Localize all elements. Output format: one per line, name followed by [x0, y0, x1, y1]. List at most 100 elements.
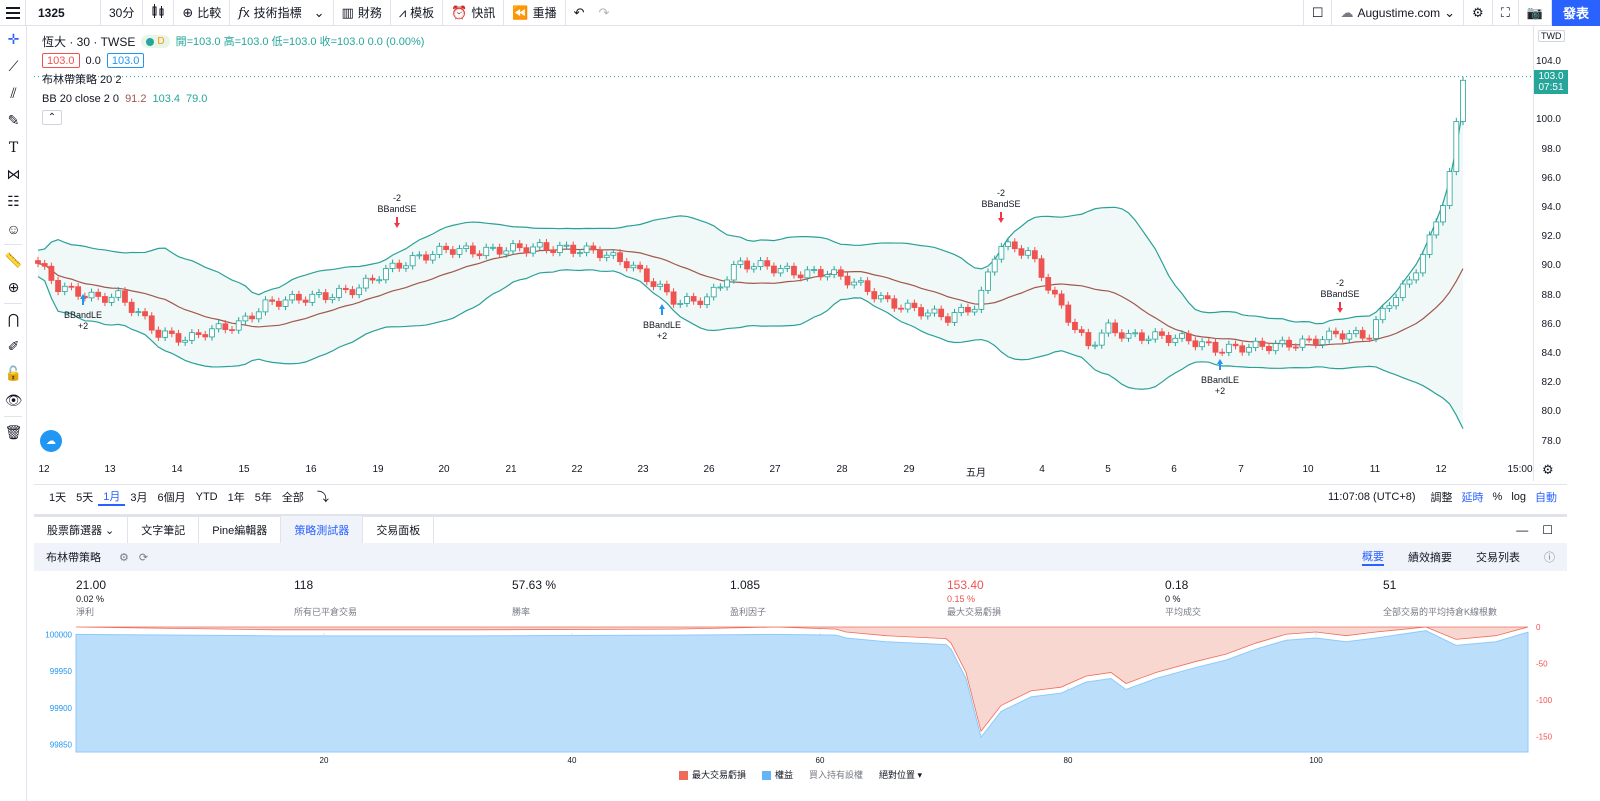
candle[interactable] [275, 300, 282, 307]
candle[interactable] [1125, 333, 1132, 339]
candle[interactable] [643, 268, 650, 283]
candle[interactable] [684, 296, 690, 304]
candle[interactable] [1332, 330, 1339, 335]
interval-button[interactable]: 30分 [101, 0, 144, 26]
candle[interactable] [396, 262, 403, 269]
axis-settings-icon[interactable]: ⚙ [1542, 462, 1554, 477]
candle[interactable] [1252, 340, 1259, 348]
candle[interactable] [68, 285, 75, 288]
candle[interactable] [1353, 330, 1359, 335]
candle[interactable] [369, 277, 376, 281]
text-icon[interactable]: T [8, 139, 19, 156]
candle[interactable] [1118, 332, 1125, 339]
candle[interactable] [1292, 346, 1299, 349]
candle[interactable] [570, 244, 577, 254]
candle[interactable] [824, 274, 831, 278]
trash-icon[interactable]: 🗑 [4, 424, 23, 440]
legend-drawdown[interactable]: 最大交易虧損 [678, 768, 746, 781]
candle[interactable] [1205, 341, 1212, 344]
candle[interactable] [530, 246, 536, 254]
lock-drawing-icon[interactable]: ✐ [7, 338, 20, 354]
layout-button[interactable]: ☐ [1302, 0, 1333, 26]
candle[interactable] [262, 299, 269, 313]
candle[interactable] [577, 252, 583, 255]
legend-equity[interactable]: 權益 [761, 768, 793, 781]
candle[interactable] [423, 254, 429, 261]
candle[interactable] [991, 258, 998, 273]
candle[interactable] [115, 290, 122, 298]
candle[interactable] [1232, 343, 1239, 347]
candle[interactable] [1426, 234, 1433, 255]
candle[interactable] [1272, 343, 1279, 352]
magnet-icon[interactable]: ⋂ [7, 311, 20, 327]
candle[interactable] [1065, 304, 1072, 323]
candle[interactable] [831, 269, 838, 275]
strategy-subtab[interactable]: 績效摘要 [1408, 552, 1452, 564]
logo-icon[interactable]: ☁ [40, 430, 62, 452]
candle[interactable] [1045, 277, 1052, 291]
candle[interactable] [416, 254, 423, 257]
candle[interactable] [1058, 293, 1065, 306]
panel-tab[interactable]: Pine編輯器 [199, 515, 282, 544]
candle[interactable] [128, 301, 135, 313]
strategy-settings-icon[interactable]: ⚙ [119, 551, 129, 564]
candle[interactable] [630, 264, 637, 269]
candle[interactable] [931, 308, 938, 314]
equity-svg[interactable]: 100000 99950 99900 99850 0 -50 -100 -150 20 40 60 8… [34, 623, 1567, 766]
legend-buyhold[interactable]: 買入持有設權 [808, 769, 863, 780]
candle[interactable] [496, 246, 503, 255]
candle[interactable] [704, 296, 710, 306]
candle[interactable] [289, 293, 296, 301]
candle[interactable] [697, 300, 704, 306]
candle[interactable] [1366, 337, 1373, 340]
candle[interactable] [791, 265, 797, 276]
candle[interactable] [429, 254, 436, 261]
candle[interactable] [804, 269, 811, 279]
candle[interactable] [322, 292, 329, 301]
candle[interactable] [516, 243, 523, 249]
candle[interactable] [944, 316, 951, 323]
equity-area[interactable] [75, 630, 1529, 753]
candle[interactable] [971, 308, 978, 313]
candle[interactable] [1326, 330, 1333, 341]
candle[interactable] [1413, 272, 1420, 281]
candle[interactable] [108, 296, 115, 303]
strategy-signal[interactable]: BBandLE+2 [64, 294, 102, 331]
auto-scale-toggle[interactable]: 自動 [1535, 491, 1557, 504]
price-chart[interactable]: BBandLE +2 -2 BBandSE BBandLE +2 -2 BBandSE BBan… [34, 26, 1533, 481]
candle[interactable] [1399, 283, 1406, 298]
candle[interactable] [195, 332, 202, 335]
candle[interactable] [1266, 346, 1272, 352]
chart-type-button[interactable] [143, 0, 175, 26]
candle[interactable] [1105, 322, 1112, 334]
candle[interactable] [1406, 279, 1413, 285]
candle[interactable] [750, 266, 757, 270]
candle[interactable] [1393, 297, 1399, 307]
candle[interactable] [1025, 250, 1032, 256]
candle[interactable] [1446, 171, 1453, 206]
ask-price-box[interactable]: 103.0 [106, 53, 145, 68]
range-button[interactable]: 6個月 [157, 491, 186, 504]
candle[interactable] [777, 268, 784, 274]
candle[interactable] [209, 328, 215, 338]
prediction-icon[interactable]: ☷ [7, 193, 20, 209]
candle[interactable] [75, 286, 82, 297]
candle[interactable] [362, 277, 369, 289]
candle[interactable] [1085, 332, 1092, 347]
candle[interactable] [1159, 331, 1165, 336]
currency-label[interactable]: TWD [1538, 30, 1565, 42]
panel-tab[interactable]: 股票篩選器 ⌄ [34, 515, 129, 544]
range-button[interactable]: YTD [195, 490, 218, 503]
candle[interactable] [1138, 332, 1145, 341]
candle[interactable] [1185, 333, 1192, 342]
candle[interactable] [409, 255, 416, 267]
candle[interactable] [356, 287, 363, 296]
alerts-button[interactable]: ⏰ 快訊 [443, 0, 505, 26]
bb-legend-label[interactable]: BB 20 close 2 0 [42, 92, 120, 105]
candle[interactable] [650, 281, 657, 287]
candle[interactable] [1299, 338, 1306, 348]
candle[interactable] [1433, 221, 1440, 236]
candle[interactable] [670, 291, 677, 305]
candle[interactable] [1199, 341, 1205, 348]
